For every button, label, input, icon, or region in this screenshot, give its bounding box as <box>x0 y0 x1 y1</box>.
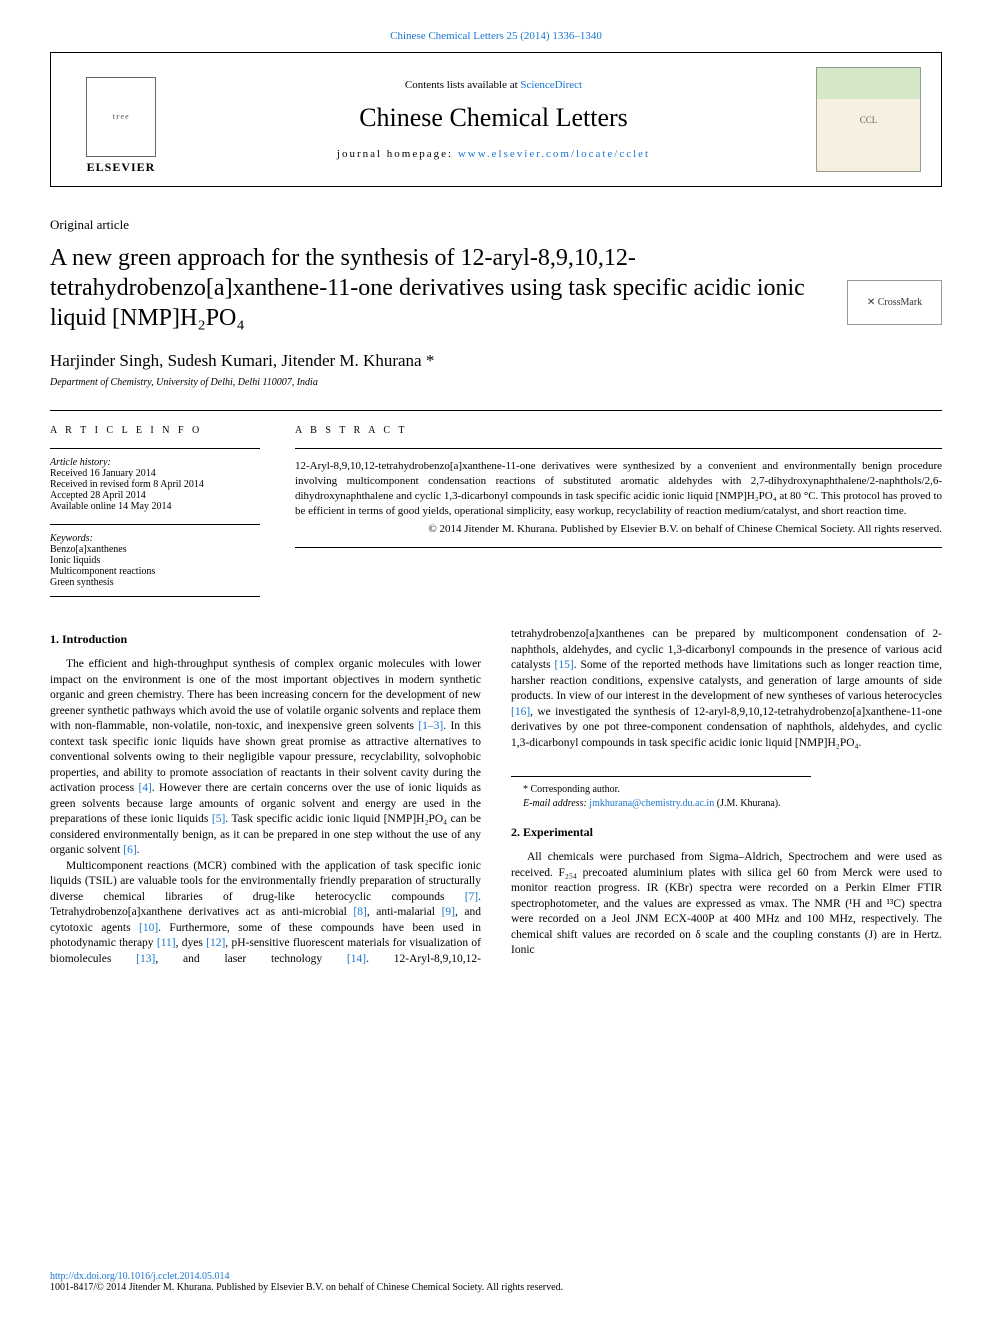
elsevier-label: ELSEVIER <box>87 160 156 175</box>
crossmark-icon: ✕ <box>867 297 875 308</box>
homepage-line: journal homepage: www.elsevier.com/locat… <box>171 148 816 160</box>
ref-link[interactable]: [5] <box>212 813 225 825</box>
body-columns: 1. Introduction The efficient and high-t… <box>50 627 942 968</box>
keyword: Green synthesis <box>50 577 260 588</box>
keywords-block: Keywords: Benzo[a]xanthenes Ionic liquid… <box>50 524 260 597</box>
text-run: . <box>137 844 140 856</box>
experimental-heading: 2. Experimental <box>511 824 942 840</box>
doi-link[interactable]: http://dx.doi.org/10.1016/j.cclet.2014.0… <box>50 1271 230 1282</box>
keyword: Multicomponent reactions <box>50 566 260 577</box>
ccl-cover-icon: CCL <box>816 67 921 172</box>
text-run: The efficient and high-throughput synthe… <box>50 658 481 732</box>
article-type: Original article <box>50 217 942 233</box>
email-link[interactable]: jmkhurana@chemistry.du.ac.in <box>589 798 714 809</box>
ref-link[interactable]: [7] <box>465 891 478 903</box>
ref-link[interactable]: [13] <box>136 953 155 965</box>
history-label: Article history: <box>50 457 260 468</box>
text-run: , we investigated the synthesis of 12-ar… <box>511 706 942 749</box>
affiliation: Department of Chemistry, University of D… <box>50 377 942 388</box>
keyword: Ionic liquids <box>50 555 260 566</box>
text-run: Multicomponent reactions (MCR) combined … <box>50 860 481 903</box>
keyword: Benzo[a]xanthenes <box>50 544 260 555</box>
bottom-strip: http://dx.doi.org/10.1016/j.cclet.2014.0… <box>50 1271 942 1293</box>
ref-link[interactable]: [1–3] <box>418 720 443 732</box>
history-block: Article history: Received 16 January 201… <box>50 448 260 512</box>
ref-link[interactable]: [15] <box>555 659 574 671</box>
text-run: , and laser technology <box>155 953 347 965</box>
journal-name: Chinese Chemical Letters <box>171 103 816 133</box>
ref-link[interactable]: [11] <box>157 937 176 949</box>
abstract-column: A B S T R A C T 12-Aryl-8,9,10,12-tetrah… <box>295 425 942 597</box>
ccl-label: CCL <box>860 115 878 125</box>
ref-link[interactable]: [10] <box>139 922 158 934</box>
abstract-body: 12-Aryl-8,9,10,12-tetrahydrobenzo[a]xant… <box>295 448 942 548</box>
keywords-label: Keywords: <box>50 533 260 544</box>
crossmark-label: CrossMark <box>878 297 922 308</box>
header-center: Contents lists available at ScienceDirec… <box>171 79 816 160</box>
email-line: E-mail address: jmkhurana@chemistry.du.a… <box>511 797 811 811</box>
ref-link[interactable]: [6] <box>123 844 136 856</box>
ref-link[interactable]: [4] <box>138 782 151 794</box>
history-item: Accepted 28 April 2014 <box>50 490 260 501</box>
journal-header: tree ELSEVIER Contents lists available a… <box>50 52 942 187</box>
abstract-text: 12-Aryl-8,9,10,12-tetrahydrobenzo[a]xant… <box>295 460 942 517</box>
intro-paragraph-1: The efficient and high-throughput synthe… <box>50 657 481 859</box>
info-abstract-row: A R T I C L E I N F O Article history: R… <box>50 410 942 597</box>
ref-link[interactable]: [14] <box>347 953 366 965</box>
homepage-link[interactable]: www.elsevier.com/locate/cclet <box>458 148 650 160</box>
abstract-copyright: © 2014 Jitender M. Khurana. Published by… <box>295 522 942 537</box>
article-info: A R T I C L E I N F O Article history: R… <box>50 425 260 597</box>
experimental-paragraph-1: All chemicals were purchased from Sigma–… <box>511 850 942 959</box>
ref-link[interactable]: [8] <box>353 906 366 918</box>
email-label: E-mail address: <box>523 798 589 809</box>
contents-line: Contents lists available at ScienceDirec… <box>171 79 816 91</box>
sciencedirect-link[interactable]: ScienceDirect <box>520 79 582 91</box>
contents-prefix: Contents lists available at <box>405 79 520 91</box>
history-item: Received in revised form 8 April 2014 <box>50 479 260 490</box>
top-citation[interactable]: Chinese Chemical Letters 25 (2014) 1336–… <box>50 30 942 42</box>
email-suffix: (J.M. Khurana). <box>714 798 780 809</box>
corresponding-footnote: * Corresponding author. E-mail address: … <box>511 776 811 810</box>
article-info-heading: A R T I C L E I N F O <box>50 425 260 436</box>
issn-copyright: 1001-8417/© 2014 Jitender M. Khurana. Pu… <box>50 1282 563 1293</box>
text-run: , anti-malarial <box>367 906 442 918</box>
elsevier-logo: tree ELSEVIER <box>71 65 171 175</box>
homepage-prefix: journal homepage: <box>337 148 458 160</box>
elsevier-tree-icon: tree <box>86 77 156 157</box>
authors: Harjinder Singh, Sudesh Kumari, Jitender… <box>50 351 942 371</box>
ref-link[interactable]: [12] <box>206 937 225 949</box>
ref-link[interactable]: [16] <box>511 706 530 718</box>
history-item: Available online 14 May 2014 <box>50 501 260 512</box>
text-run: . Some of the reported methods have limi… <box>511 659 942 702</box>
ref-link[interactable]: [9] <box>442 906 455 918</box>
corresponding-label: * Corresponding author. <box>511 783 811 797</box>
abstract-heading: A B S T R A C T <box>295 425 942 436</box>
intro-heading: 1. Introduction <box>50 631 481 647</box>
text-run: , dyes <box>176 937 207 949</box>
crossmark-badge[interactable]: ✕ CrossMark <box>847 280 942 325</box>
history-item: Received 16 January 2014 <box>50 468 260 479</box>
article-title: A new green approach for the synthesis o… <box>50 243 942 333</box>
